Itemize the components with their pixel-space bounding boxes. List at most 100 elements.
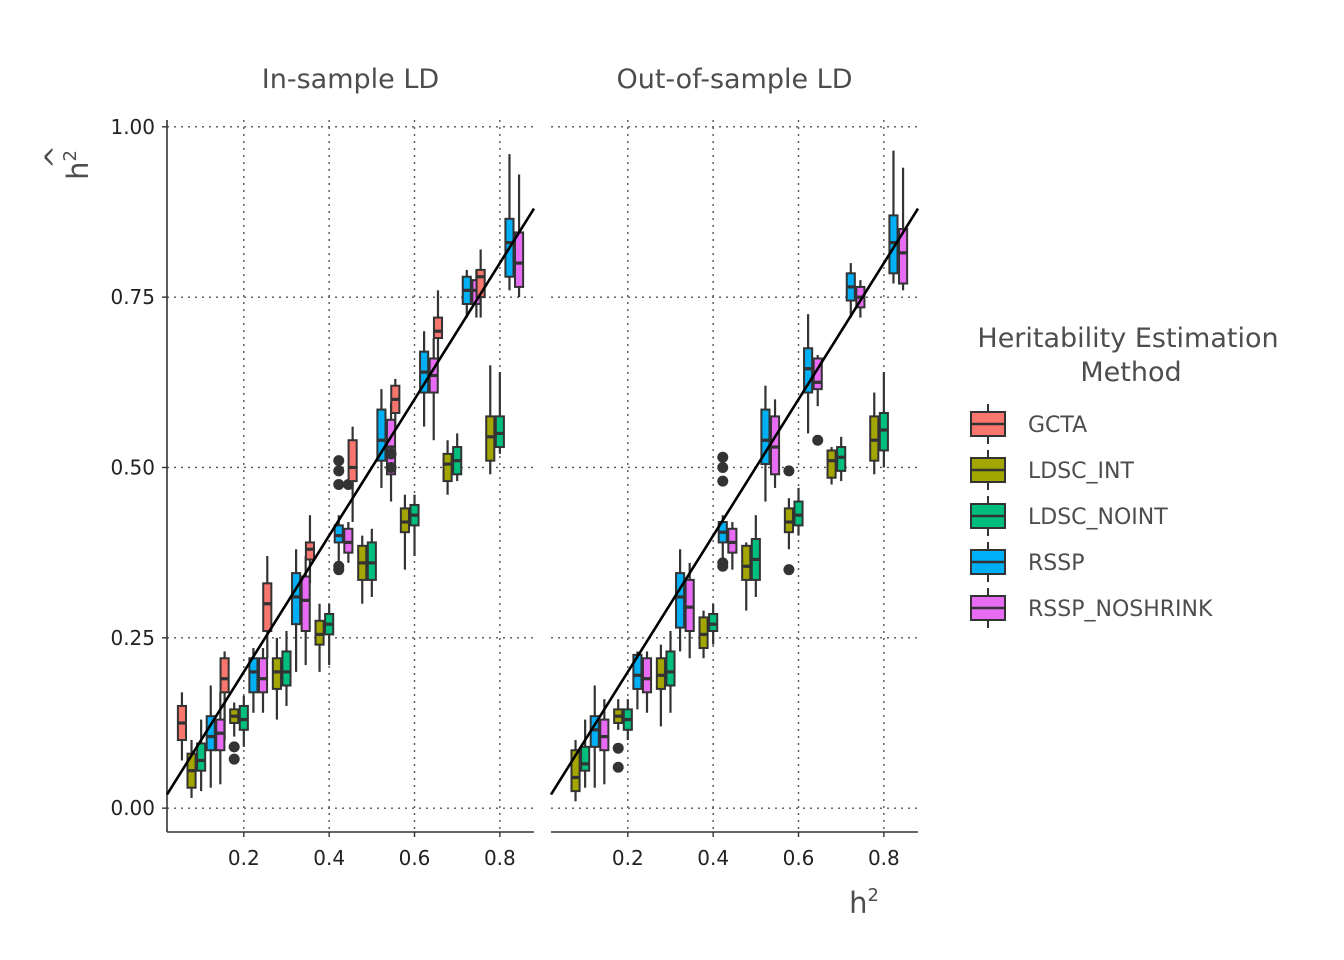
box-body bbox=[219, 657, 230, 694]
box-body bbox=[741, 544, 752, 581]
box-outlier bbox=[333, 455, 345, 467]
box-body bbox=[760, 408, 771, 466]
box-rssp bbox=[888, 150, 899, 284]
box-body bbox=[281, 650, 292, 687]
box-ldsc-int bbox=[271, 637, 282, 720]
box-ldsc-noint bbox=[196, 719, 207, 792]
box-ldsc-int bbox=[442, 440, 453, 495]
box-body bbox=[376, 408, 387, 462]
box-rssp bbox=[675, 549, 686, 652]
box-rssp bbox=[376, 389, 387, 488]
box-body bbox=[888, 214, 899, 275]
y-axis-title-sup: 2 bbox=[60, 150, 81, 161]
box-body bbox=[196, 742, 207, 772]
facet-panel-1: In-sample LD 0.00 0.25 0.50 0.75 1.00 0.2 0.4 0.… bbox=[110, 64, 536, 870]
box-body bbox=[494, 415, 505, 449]
box-outlier bbox=[333, 465, 345, 477]
box-body bbox=[684, 578, 695, 633]
box-outlier bbox=[783, 465, 795, 477]
box-body bbox=[783, 507, 794, 534]
box-rssp bbox=[504, 154, 515, 291]
box-outlier bbox=[228, 741, 240, 753]
box-rssp bbox=[291, 549, 302, 672]
box-rssp bbox=[760, 385, 771, 502]
box-body bbox=[300, 575, 311, 633]
box-body bbox=[215, 718, 226, 752]
box-rssp-noshrink bbox=[812, 355, 824, 446]
box-outlier bbox=[717, 461, 729, 473]
x-tick-label: 0.6 bbox=[783, 846, 815, 870]
box-body bbox=[675, 572, 686, 629]
box-outlier bbox=[333, 560, 345, 572]
box-gcta bbox=[432, 290, 444, 359]
x-axis-title: h2 bbox=[849, 885, 879, 920]
facet-panel-2: Out-of-sample LD 0.2 0.4 0.6 0.8 bbox=[549, 64, 920, 870]
box-rssp bbox=[419, 331, 430, 427]
x-tick-label: 0.8 bbox=[868, 846, 900, 870]
box-ldsc-noint bbox=[750, 515, 761, 597]
box-outlier bbox=[385, 461, 397, 473]
box-body bbox=[514, 231, 525, 288]
box-ldsc-int bbox=[826, 447, 837, 485]
x-tick-label: 0.2 bbox=[612, 846, 644, 870]
y-axis-title-hat: ^ bbox=[39, 145, 73, 169]
box-ldsc-noint bbox=[878, 372, 889, 468]
y-tick-label: 0.50 bbox=[110, 455, 155, 479]
box-gcta bbox=[304, 515, 316, 584]
legend-title-line-2: Method bbox=[1080, 357, 1181, 388]
box-body bbox=[878, 411, 889, 452]
box-outlier bbox=[783, 564, 795, 576]
box-ldsc-int bbox=[399, 494, 410, 570]
box-body bbox=[366, 541, 377, 581]
reference-line bbox=[549, 207, 920, 796]
box-gcta bbox=[390, 378, 401, 427]
box-body bbox=[599, 718, 610, 752]
facet-title: In-sample LD bbox=[262, 64, 439, 95]
svg-text:h2: h2 bbox=[60, 150, 95, 180]
x-axis-title-sup: 2 bbox=[867, 885, 878, 906]
y-tick-label: 0.00 bbox=[110, 796, 155, 820]
box-body bbox=[432, 316, 444, 340]
box-body bbox=[399, 507, 410, 534]
box-body bbox=[271, 657, 282, 690]
box-ldsc-noint bbox=[793, 487, 804, 536]
legend-label: GCTA bbox=[1028, 413, 1087, 438]
box-body bbox=[641, 657, 653, 694]
box-body bbox=[727, 527, 738, 554]
box-body bbox=[475, 268, 486, 299]
box-gcta bbox=[262, 556, 273, 659]
legend-title-line-1: Heritability Estimation bbox=[977, 323, 1278, 354]
box-body bbox=[304, 541, 316, 561]
box-outlier bbox=[612, 742, 624, 754]
box-body bbox=[836, 446, 847, 472]
legend-item-ldsc-noint: LDSC_NOINT bbox=[970, 496, 1168, 536]
x-tick-label: 0.8 bbox=[484, 846, 516, 870]
box-ldsc-int bbox=[783, 465, 795, 576]
x-tick-label: 0.6 bbox=[399, 846, 431, 870]
box-ldsc-int bbox=[741, 542, 752, 611]
box-ldsc-noint bbox=[366, 528, 377, 597]
box-gcta bbox=[347, 426, 358, 522]
box-body bbox=[343, 527, 354, 554]
box-ldsc-noint bbox=[622, 699, 633, 741]
box-body bbox=[314, 619, 325, 646]
box-rssp-noshrink bbox=[257, 648, 269, 713]
box-outlier bbox=[717, 557, 729, 569]
box-body bbox=[665, 650, 676, 687]
box-gcta bbox=[176, 692, 187, 761]
box-body bbox=[442, 452, 453, 483]
box-outlier bbox=[812, 434, 824, 446]
box-outlier bbox=[333, 479, 345, 491]
y-tick-label: 0.25 bbox=[110, 626, 155, 650]
box-rssp bbox=[205, 685, 216, 788]
legend-label: LDSC_NOINT bbox=[1028, 505, 1168, 530]
box-ldsc-int bbox=[698, 610, 709, 659]
box-body bbox=[262, 582, 273, 633]
box-body bbox=[698, 616, 709, 650]
legend-label: RSSP_NOSHRINK bbox=[1028, 597, 1213, 622]
legend-item-rssp-noshrink: RSSP_NOSHRINK bbox=[970, 588, 1213, 628]
box-body bbox=[257, 657, 269, 694]
box-rssp-noshrink bbox=[342, 479, 354, 563]
box-ldsc-noint bbox=[708, 603, 719, 645]
legend-label: RSSP bbox=[1028, 551, 1084, 576]
